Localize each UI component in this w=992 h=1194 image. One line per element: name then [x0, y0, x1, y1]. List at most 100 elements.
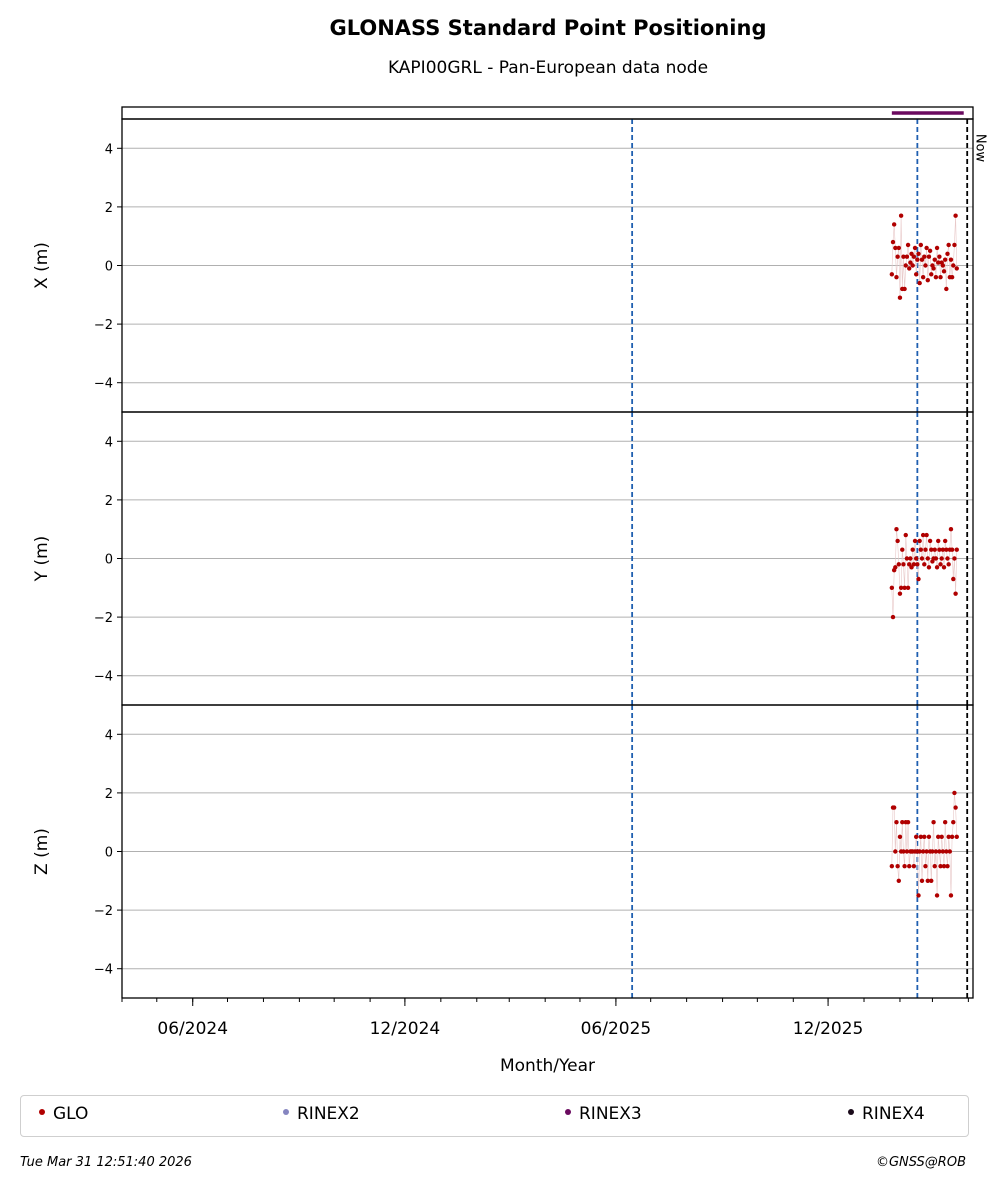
- data-point: [934, 893, 940, 898]
- now-label: Now: [973, 134, 988, 163]
- x-tick-label: 12/2024: [370, 1019, 441, 1039]
- legend-marker-icon: [848, 1109, 854, 1115]
- data-point: [940, 547, 946, 552]
- data-point: [896, 245, 901, 251]
- data-point: [936, 834, 941, 840]
- x-axis-label: Month/Year: [500, 1056, 595, 1076]
- data-point: [889, 585, 895, 590]
- data-point: [942, 257, 948, 262]
- y-tick-label: −4: [94, 670, 113, 685]
- y-tick-label: −2: [94, 318, 113, 333]
- y-tick-label: 0: [105, 260, 113, 275]
- chart-plot: 4 2 0 −2 −4 X (m) 4 2 0 −2 −4 Y (m) 4 2 0 −2 −4 Z (m) Now 0…: [32, 106, 988, 1076]
- data-point: [889, 863, 895, 869]
- data-point: [925, 878, 930, 883]
- y-tick-label: −2: [94, 904, 113, 919]
- data-point: [930, 849, 935, 854]
- data-point: [946, 562, 951, 567]
- data-point: [912, 245, 918, 251]
- data-point: [919, 878, 925, 883]
- legend: GLO RINEX2 RINEX3 RINEX4: [20, 1095, 969, 1137]
- data-point: [904, 556, 910, 561]
- data-point: [901, 254, 906, 259]
- data-point: [945, 863, 950, 869]
- data-point: [913, 272, 919, 277]
- footer-timestamp: Tue Mar 31 12:51:40 2026: [20, 1155, 192, 1170]
- data-point: [920, 275, 926, 280]
- data-point: [896, 878, 901, 883]
- data-point: [924, 532, 929, 538]
- data-point: [915, 257, 920, 262]
- data-point: [891, 805, 897, 810]
- data-point: [926, 565, 932, 570]
- legend-item-rinex3: RINEX3: [565, 1104, 642, 1124]
- data-point: [917, 538, 922, 544]
- data-point: [944, 286, 949, 292]
- data-point: [918, 242, 924, 248]
- data-point: [916, 893, 921, 898]
- data-point: [953, 213, 958, 218]
- panel-frame: [121, 704, 974, 999]
- chart-subtitle: KAPI00GRL - Pan-European data node: [387, 58, 709, 78]
- data-point: [952, 556, 957, 561]
- data-point: [901, 562, 906, 567]
- data-point: [904, 254, 910, 259]
- data-point: [944, 547, 949, 552]
- data-point: [895, 254, 900, 259]
- data-point: [894, 275, 899, 280]
- series-line: [891, 792, 958, 896]
- legend-item-glo: GLO: [39, 1104, 88, 1124]
- y-axis-label: X (m): [32, 242, 52, 289]
- data-point: [910, 547, 915, 552]
- data-point: [929, 272, 934, 277]
- data-point: [929, 878, 934, 883]
- y-tick-label: 4: [105, 142, 113, 157]
- data-point: [901, 849, 906, 854]
- data-point: [946, 242, 951, 248]
- data-point: [913, 834, 919, 840]
- data-point: [924, 245, 929, 251]
- data-point: [889, 272, 895, 277]
- y-tick-label: 2: [105, 787, 113, 802]
- y-tick-label: 0: [105, 553, 113, 568]
- data-point: [891, 222, 897, 227]
- data-point: [947, 849, 953, 854]
- data-point: [890, 239, 896, 245]
- data-point: [946, 834, 951, 840]
- data-point: [949, 834, 955, 840]
- data-point: [927, 248, 933, 254]
- data-point: [920, 532, 926, 538]
- data-point: [923, 863, 928, 869]
- data-point: [925, 556, 930, 561]
- y-axis-label: Y (m): [32, 536, 52, 583]
- data-point: [954, 266, 959, 271]
- data-point: [894, 527, 899, 532]
- data-point: [934, 565, 940, 570]
- data-point: [924, 849, 929, 854]
- data-point: [927, 538, 933, 544]
- data-point: [908, 556, 913, 561]
- data-point: [905, 242, 911, 248]
- data-point: [931, 820, 936, 825]
- data-point: [897, 295, 903, 300]
- legend-marker-icon: [39, 1109, 45, 1115]
- data-point: [953, 591, 958, 596]
- y-tick-label: 2: [105, 201, 113, 216]
- data-point: [907, 266, 912, 271]
- rinex-strip: [121, 106, 974, 120]
- data-point: [949, 275, 955, 280]
- legend-label: RINEX4: [862, 1104, 925, 1124]
- x-tick-label: 06/2024: [157, 1019, 228, 1039]
- data-point: [905, 820, 911, 825]
- data-point: [922, 254, 927, 259]
- y-tick-label: 4: [105, 435, 113, 450]
- data-point: [933, 275, 939, 280]
- data-point: [917, 849, 922, 854]
- data-point: [941, 269, 947, 274]
- data-point: [902, 863, 907, 869]
- x-tick-label: 06/2025: [581, 1019, 652, 1039]
- data-point: [893, 245, 898, 251]
- data-point: [951, 576, 956, 582]
- data-point: [915, 562, 920, 567]
- data-point: [894, 820, 899, 825]
